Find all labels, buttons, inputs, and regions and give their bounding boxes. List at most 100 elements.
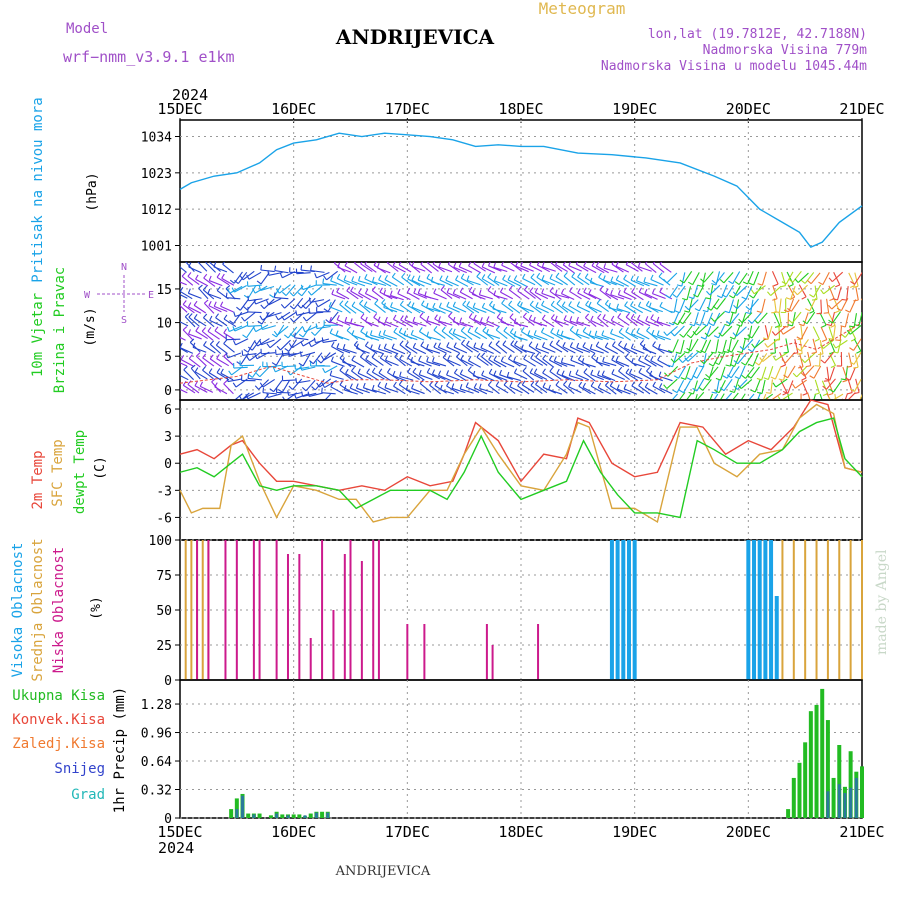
precip-ytick-label: 0.32 <box>141 784 172 799</box>
wind-barb <box>258 379 270 390</box>
wind-barb <box>446 306 460 313</box>
wind-barb-flag <box>823 312 829 314</box>
wind-barb <box>583 371 596 382</box>
wind-barb-flag <box>331 341 335 347</box>
wind-barb <box>530 384 543 394</box>
wind-barb-flag <box>193 313 198 319</box>
wind-barb <box>234 285 247 293</box>
wind-barb <box>378 348 393 354</box>
wind-barb-flag <box>187 302 192 308</box>
wind-barb-flag <box>583 287 587 293</box>
wind-barb <box>821 380 829 394</box>
wind-barb-flag <box>398 262 402 266</box>
wind-barb-flag <box>680 377 686 380</box>
wind-barb-flag <box>853 366 859 369</box>
wind-barb-flag <box>595 356 599 363</box>
wind-barb <box>556 343 569 353</box>
wind-barb <box>652 385 666 394</box>
low-cloud-bar <box>298 554 301 680</box>
wind-barb <box>193 304 207 314</box>
wind-barb-flag <box>297 304 302 309</box>
wind-barb <box>344 265 358 274</box>
wind-barb-flag <box>712 305 718 310</box>
wind-barb-flag <box>397 288 401 294</box>
wind-barb <box>448 331 461 341</box>
wind-barb-flag <box>195 274 199 280</box>
wind-barb-flag <box>329 370 333 376</box>
wind-barb-flag <box>232 340 237 346</box>
wind-barb-flag <box>187 272 192 277</box>
wind-barb-flag <box>510 340 515 345</box>
wind-barb <box>568 265 582 272</box>
wind-barb-flag <box>732 291 738 296</box>
wind-barb-flag <box>315 323 318 329</box>
wind-barb <box>391 347 406 355</box>
wind-barb <box>588 306 602 313</box>
wind-barb-flag <box>756 310 762 314</box>
wind-barb <box>246 325 255 339</box>
wind-barb <box>833 272 841 286</box>
wind-barb <box>625 356 637 367</box>
wind-barb-flag <box>805 365 811 368</box>
wind-barb-flag <box>828 277 833 282</box>
wind-barb-flag <box>801 296 807 300</box>
wind-barb <box>707 298 712 312</box>
wind-barb <box>326 270 338 281</box>
wind-barb-flag <box>321 382 325 388</box>
wind-barb <box>692 272 700 285</box>
wind-barb-flag <box>748 282 754 286</box>
wind-barb <box>339 357 352 368</box>
wind-barb <box>195 355 207 367</box>
wind-barb-flag <box>529 262 532 266</box>
cloud-ytick-label: 75 <box>156 569 172 584</box>
compass-e: E <box>148 290 154 301</box>
wind-barb-flag <box>824 377 831 381</box>
wind-barb <box>624 305 637 314</box>
wind-barb <box>180 374 189 381</box>
wind-barb <box>750 366 760 379</box>
wind-barb-flag <box>182 300 187 305</box>
total-precip-bar <box>786 809 791 818</box>
wind-barb-flag <box>645 316 649 322</box>
wind-barb <box>590 348 604 354</box>
wind-barb-flag <box>780 285 786 288</box>
wind-barb <box>683 380 691 393</box>
wind-barb-flag <box>486 328 489 335</box>
wind-barb <box>764 325 769 340</box>
wind-barb <box>807 298 815 312</box>
wind-barb-flag <box>560 288 565 294</box>
wind-barb-flag <box>174 275 176 280</box>
wind-barb-flag <box>481 262 485 268</box>
wind-barb <box>269 338 282 349</box>
wind-barb <box>710 298 720 311</box>
wind-barb <box>733 353 741 367</box>
wind-barb-flag <box>503 326 508 332</box>
legend-convective-rain: Konvek.Kisa <box>12 712 105 728</box>
wind-barb-flag <box>271 362 277 366</box>
wind-barb-flag <box>411 275 415 281</box>
wind-barb-flag <box>854 391 860 395</box>
wind-barb <box>631 317 644 326</box>
wind-barb <box>855 286 859 301</box>
wind-barb-flag <box>418 356 422 362</box>
wind-barb-flag <box>342 357 345 363</box>
wind-barb <box>317 299 331 308</box>
wind-barb-flag <box>734 403 738 406</box>
wind-barb <box>590 385 604 394</box>
wind-barb <box>188 266 202 274</box>
wind-barb <box>329 321 344 327</box>
wind-barb <box>611 319 624 328</box>
wind-barb <box>453 293 467 300</box>
page-title: ANDRIJEVICA <box>335 25 495 49</box>
altitude-text: Nadmorska Visina 779m <box>703 43 868 58</box>
wind-barb <box>847 392 856 400</box>
wind-barb <box>377 385 391 394</box>
temp-ytick-label: 0 <box>164 457 172 472</box>
low-cloud-bar <box>224 540 227 680</box>
mid-cloud-bar <box>826 540 829 680</box>
wind-barb-flag <box>300 341 304 347</box>
wind-barb-flag <box>330 382 334 388</box>
wind-barb <box>799 353 804 368</box>
wind-barb <box>720 366 726 381</box>
wind-barb <box>202 357 215 367</box>
